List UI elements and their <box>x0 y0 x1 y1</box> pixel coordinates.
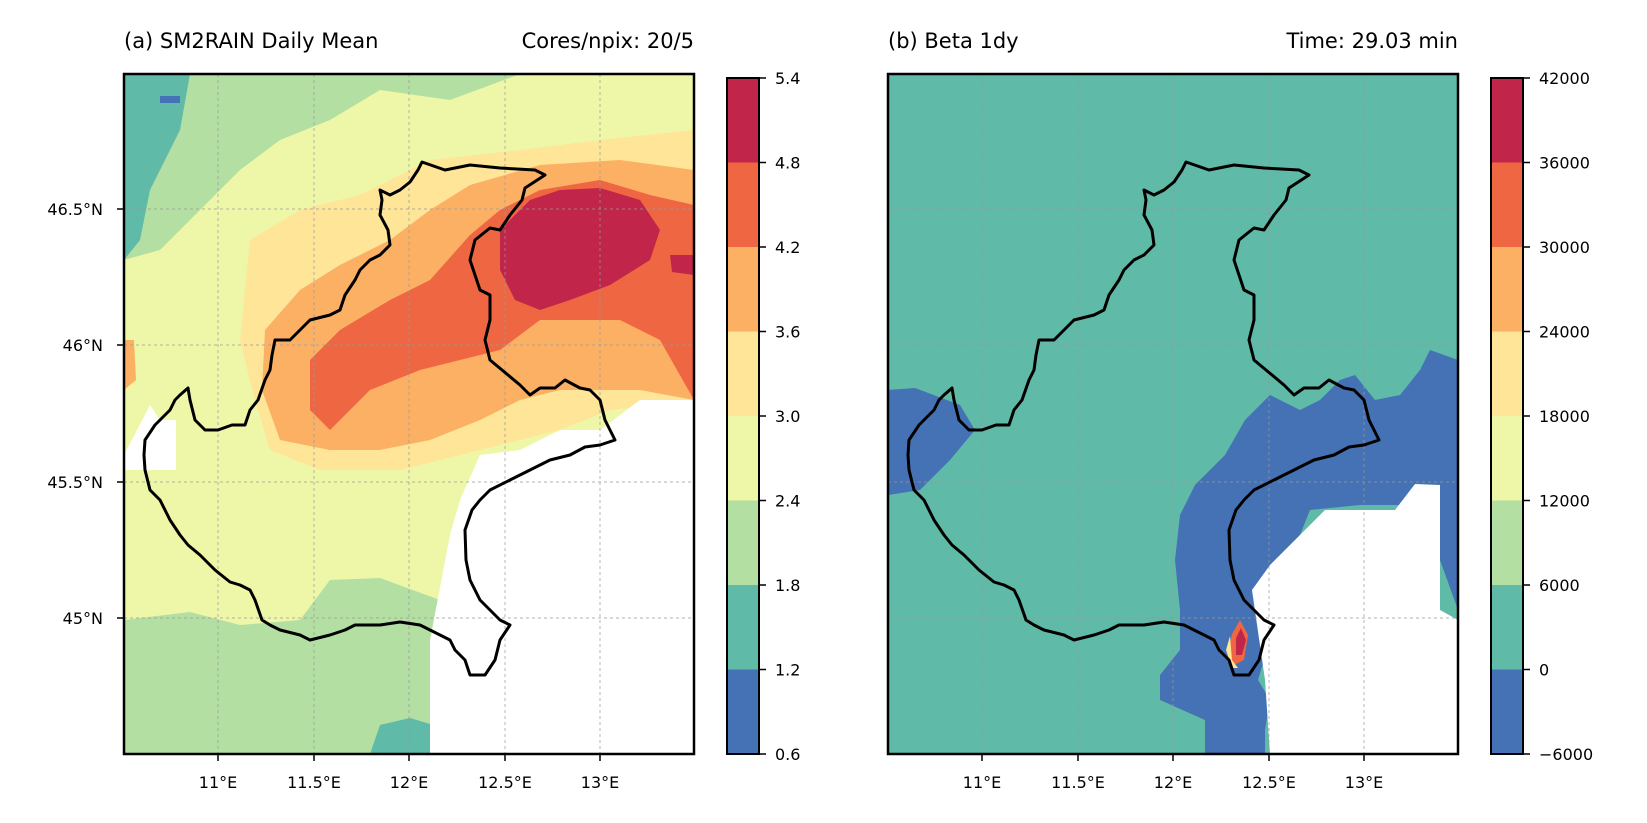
colorbar-tick-label: 12000 <box>1539 492 1590 511</box>
panel-b-gridlines <box>888 74 1458 754</box>
field-level-1-north <box>124 74 190 260</box>
panel-a-title: (a) SM2RAIN Daily Mean <box>124 29 378 53</box>
colorbar-tick-label: 4.8 <box>775 154 800 173</box>
colorbar-tick-label: 0 <box>1539 661 1549 680</box>
field-level-5-west <box>124 340 136 390</box>
colorbar-segment <box>1491 78 1523 163</box>
field-level-2-north <box>124 74 520 260</box>
colorbar-segment <box>727 585 759 670</box>
y-tick-label: 46°N <box>63 336 103 355</box>
field-level-7-east <box>670 255 694 275</box>
panel-a-subtitle: Cores/npix: 20/5 <box>522 29 694 53</box>
x-tick-label: 12°E <box>390 773 428 792</box>
colorbar-tick-label: 4.2 <box>775 238 800 257</box>
colorbar-segment <box>1491 162 1523 247</box>
panel-b-subtitle: Time: 29.03 min <box>1285 29 1458 53</box>
field-level-1-south <box>370 718 445 754</box>
colorbar-tick-label: 5.4 <box>775 69 800 88</box>
colorbar-tick-label: 3.0 <box>775 407 800 426</box>
colorbar-tick-label: 24000 <box>1539 323 1590 342</box>
colorbar-segment <box>727 331 759 416</box>
colorbar-tick-label: 0.6 <box>775 745 800 764</box>
colorbar-tick-label: 36000 <box>1539 154 1590 173</box>
colorbar-segment <box>1491 500 1523 585</box>
panel-a-region-border <box>142 160 617 677</box>
x-tick-label: 12°E <box>1154 773 1192 792</box>
field-level-7-spot <box>1236 628 1246 655</box>
mask-sea-b <box>1252 484 1458 754</box>
colorbar-tick-label: 42000 <box>1539 69 1590 88</box>
y-tick-label: 45°N <box>63 609 103 628</box>
x-tick-label: 12.5°E <box>1242 773 1296 792</box>
x-tick-label: 11.5°E <box>1051 773 1105 792</box>
x-tick-label: 11.5°E <box>287 773 341 792</box>
panel-b-title: (b) Beta 1dy <box>888 29 1019 53</box>
mask-lake <box>124 405 176 470</box>
colorbar-segment <box>1491 585 1523 670</box>
colorbar-segment <box>1491 669 1523 754</box>
colorbar-segment <box>1491 331 1523 416</box>
colorbar-tick-label: 30000 <box>1539 238 1590 257</box>
panel-b-colorbar: −6000 0 6000 12000 18000 24000 30000 36000 42000 <box>1490 69 1593 764</box>
y-tick-label: 46.5°N <box>47 200 103 219</box>
x-tick-label: 12.5°E <box>478 773 532 792</box>
colorbar-tick-label: 1.8 <box>775 576 800 595</box>
colorbar-segment <box>727 247 759 332</box>
panel-a-y-ticks: 45°N 45.5°N 46°N 46.5°N <box>47 200 124 628</box>
colorbar-segment <box>727 162 759 247</box>
colorbar-segment <box>727 669 759 754</box>
panel-a-gridlines <box>124 74 694 754</box>
x-tick-label: 11°E <box>963 773 1001 792</box>
colorbar-segment <box>1491 247 1523 332</box>
panel-b-x-ticks: 11°E 11.5°E 12°E 12.5°E 13°E <box>963 754 1383 792</box>
colorbar-segment <box>727 500 759 585</box>
panel-a: (a) SM2RAIN Daily Mean Cores/npix: 20/5 <box>47 29 800 792</box>
colorbar-tick-label: 2.4 <box>775 492 800 511</box>
y-tick-label: 45.5°N <box>47 473 103 492</box>
x-tick-label: 11°E <box>199 773 237 792</box>
colorbar-segment <box>727 416 759 501</box>
colorbar-tick-label: 3.6 <box>775 323 800 342</box>
panel-b-region-border <box>906 160 1381 677</box>
colorbar-tick-label: 1.2 <box>775 661 800 680</box>
colorbar-tick-label: −6000 <box>1539 745 1593 764</box>
panel-a-x-ticks: 11°E 11.5°E 12°E 12.5°E 13°E <box>199 754 619 792</box>
field-level-2-south <box>124 578 460 754</box>
x-tick-label: 13°E <box>1345 773 1383 792</box>
colorbar-tick-label: 6000 <box>1539 576 1580 595</box>
colorbar-segment <box>1491 416 1523 501</box>
x-tick-label: 13°E <box>581 773 619 792</box>
panel-b: (b) Beta 1dy Time: 29.03 min 11°E 11.5°E 1… <box>886 29 1593 792</box>
panel-a-colorbar: 0.6 1.2 1.8 2.4 3.0 3.6 4.2 4.8 5.4 <box>726 69 800 764</box>
colorbar-tick-label: 18000 <box>1539 407 1590 426</box>
field-level-0-spot <box>160 96 180 103</box>
field-level-4-spot <box>1226 636 1238 668</box>
colorbar-segment <box>727 78 759 163</box>
field-level-7 <box>500 188 660 310</box>
panel-a-map <box>124 74 694 754</box>
